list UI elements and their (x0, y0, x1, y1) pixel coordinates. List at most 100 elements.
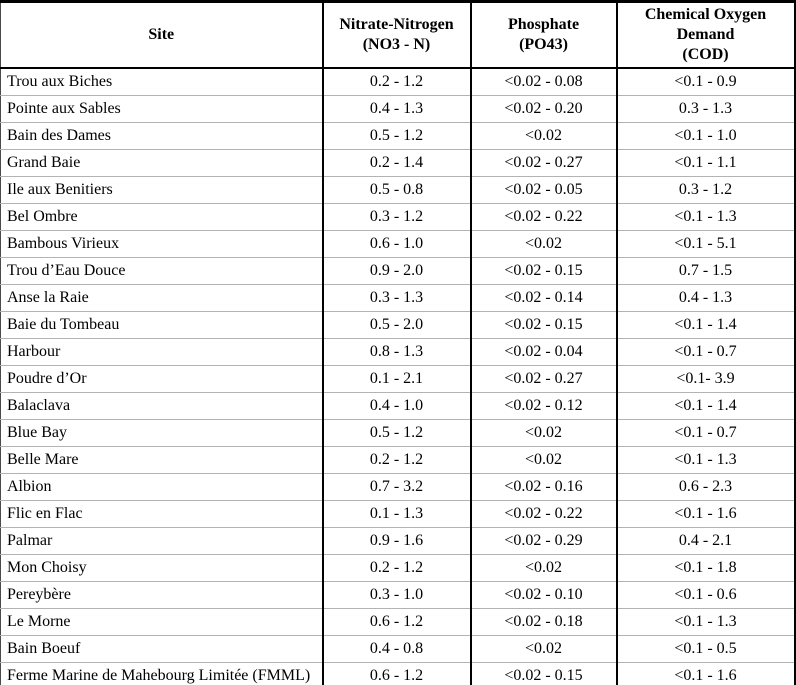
table-row: Grand Baie 0.2 - 1.4 <0.02 - 0.27 <0.1 -… (0, 149, 795, 177)
table-row: Bain Boeuf 0.4 - 0.8 <0.02 <0.1 - 0.5 (0, 635, 795, 663)
site-cell: Albion (0, 473, 323, 501)
cod-cell: <0.1 - 5.1 (615, 230, 795, 258)
nitrate-cell: 0.6 - 1.0 (321, 230, 471, 258)
phosphate-cell: <0.02 - 0.04 (469, 338, 617, 366)
phosphate-cell: <0.02 - 0.15 (469, 257, 617, 285)
phosphate-cell: <0.02 - 0.29 (469, 527, 617, 555)
table-row: Poudre d’Or 0.1 - 2.1 <0.02 - 0.27 <0.1-… (0, 365, 795, 393)
table-row: Trou aux Biches 0.2 - 1.2 <0.02 - 0.08 <… (0, 68, 795, 96)
phosphate-cell: <0.02 - 0.20 (469, 95, 617, 123)
site-cell: Harbour (0, 338, 323, 366)
table-row: Mon Choisy 0.2 - 1.2 <0.02 <0.1 - 1.8 (0, 554, 795, 582)
site-cell: Ile aux Benitiers (0, 176, 323, 204)
nitrate-cell: 0.7 - 3.2 (321, 473, 471, 501)
table-row: Bain des Dames 0.5 - 1.2 <0.02 <0.1 - 1.… (0, 122, 795, 150)
nitrate-cell: 0.9 - 2.0 (321, 257, 471, 285)
cod-cell: 0.4 - 1.3 (615, 284, 795, 312)
phosphate-cell: <0.02 (469, 419, 617, 447)
site-cell: Le Morne (0, 608, 323, 636)
nitrate-cell: 0.6 - 1.2 (321, 662, 471, 685)
phosphate-cell: <0.02 - 0.18 (469, 608, 617, 636)
site-cell: Bambous Virieux (0, 230, 323, 258)
nitrate-cell: 0.5 - 0.8 (321, 176, 471, 204)
nitrate-cell: 0.2 - 1.2 (321, 554, 471, 582)
cod-cell: <0.1 - 0.5 (615, 635, 795, 663)
table-row: Blue Bay 0.5 - 1.2 <0.02 <0.1 - 0.7 (0, 419, 795, 447)
site-cell: Mon Choisy (0, 554, 323, 582)
column-header-site: Site (0, 1, 323, 69)
table-row: Belle Mare 0.2 - 1.2 <0.02 <0.1 - 1.3 (0, 446, 795, 474)
table-row: Anse la Raie 0.3 - 1.3 <0.02 - 0.14 0.4 … (0, 284, 795, 312)
cod-cell: <0.1 - 0.6 (615, 581, 795, 609)
phosphate-cell: <0.02 (469, 554, 617, 582)
table-body: Trou aux Biches 0.2 - 1.2 <0.02 - 0.08 <… (0, 68, 795, 685)
table-row: Trou d’Eau Douce 0.9 - 2.0 <0.02 - 0.15 … (0, 257, 795, 285)
table-row: Bel Ombre 0.3 - 1.2 <0.02 - 0.22 <0.1 - … (0, 203, 795, 231)
site-cell: Belle Mare (0, 446, 323, 474)
nitrate-cell: 0.2 - 1.2 (321, 68, 471, 96)
site-cell: Poudre d’Or (0, 365, 323, 393)
table-row: Pereybère 0.3 - 1.0 <0.02 - 0.10 <0.1 - … (0, 581, 795, 609)
site-cell: Ferme Marine de Mahebourg Limitée (FMML) (0, 662, 323, 685)
site-cell: Grand Baie (0, 149, 323, 177)
table-row: Harbour 0.8 - 1.3 <0.02 - 0.04 <0.1 - 0.… (0, 338, 795, 366)
nitrate-cell: 0.1 - 1.3 (321, 500, 471, 528)
phosphate-cell: <0.02 - 0.14 (469, 284, 617, 312)
cod-cell: <0.1- 3.9 (615, 365, 795, 393)
nitrate-cell: 0.2 - 1.4 (321, 149, 471, 177)
nitrate-cell: 0.3 - 1.3 (321, 284, 471, 312)
site-cell: Pointe aux Sables (0, 95, 323, 123)
site-cell: Anse la Raie (0, 284, 323, 312)
cod-cell: <0.1 - 1.0 (615, 122, 795, 150)
column-header-phosphate: Phosphate (PO43) (469, 1, 617, 69)
cod-cell: <0.1 - 1.6 (615, 500, 795, 528)
phosphate-cell: <0.02 (469, 635, 617, 663)
nitrate-cell: 0.9 - 1.6 (321, 527, 471, 555)
site-cell: Palmar (0, 527, 323, 555)
cod-cell: <0.1 - 1.1 (615, 149, 795, 177)
nitrate-cell: 0.4 - 1.3 (321, 95, 471, 123)
cod-cell: <0.1 - 1.3 (615, 446, 795, 474)
site-cell: Flic en Flac (0, 500, 323, 528)
phosphate-cell: <0.02 (469, 230, 617, 258)
cod-cell: 0.4 - 2.1 (615, 527, 795, 555)
cod-cell: <0.1 - 0.9 (615, 68, 795, 96)
phosphate-cell: <0.02 - 0.22 (469, 500, 617, 528)
header-row: Site Nitrate-Nitrogen (NO3 - N) Phosphat… (0, 1, 795, 69)
table-row: Pointe aux Sables 0.4 - 1.3 <0.02 - 0.20… (0, 95, 795, 123)
nitrate-cell: 0.4 - 0.8 (321, 635, 471, 663)
cod-cell: <0.1 - 0.7 (615, 419, 795, 447)
phosphate-cell: <0.02 - 0.15 (469, 662, 617, 685)
phosphate-cell: <0.02 - 0.08 (469, 68, 617, 96)
table-row: Ile aux Benitiers 0.5 - 0.8 <0.02 - 0.05… (0, 176, 795, 204)
cod-cell: 0.6 - 2.3 (615, 473, 795, 501)
cod-cell: 0.3 - 1.2 (615, 176, 795, 204)
phosphate-cell: <0.02 - 0.10 (469, 581, 617, 609)
cod-cell: 0.3 - 1.3 (615, 95, 795, 123)
nitrate-cell: 0.6 - 1.2 (321, 608, 471, 636)
table-row: Bambous Virieux 0.6 - 1.0 <0.02 <0.1 - 5… (0, 230, 795, 258)
cod-cell: <0.1 - 1.4 (615, 311, 795, 339)
phosphate-cell: <0.02 - 0.22 (469, 203, 617, 231)
nitrate-cell: 0.3 - 1.2 (321, 203, 471, 231)
site-cell: Bain des Dames (0, 122, 323, 150)
phosphate-cell: <0.02 - 0.15 (469, 311, 617, 339)
column-header-nitrate-nitrogen: Nitrate-Nitrogen (NO3 - N) (321, 1, 471, 69)
nitrate-cell: 0.5 - 1.2 (321, 419, 471, 447)
table-row: Flic en Flac 0.1 - 1.3 <0.02 - 0.22 <0.1… (0, 500, 795, 528)
nitrate-cell: 0.4 - 1.0 (321, 392, 471, 420)
nitrate-cell: 0.3 - 1.0 (321, 581, 471, 609)
nitrate-cell: 0.5 - 1.2 (321, 122, 471, 150)
site-cell: Baie du Tombeau (0, 311, 323, 339)
nitrate-cell: 0.2 - 1.2 (321, 446, 471, 474)
column-header-chemical-oxygen-demand: Chemical Oxygen Demand (COD) (615, 1, 795, 69)
phosphate-cell: <0.02 (469, 122, 617, 150)
nitrate-cell: 0.8 - 1.3 (321, 338, 471, 366)
nitrate-cell: 0.1 - 2.1 (321, 365, 471, 393)
phosphate-cell: <0.02 - 0.16 (469, 473, 617, 501)
table-row: Palmar 0.9 - 1.6 <0.02 - 0.29 0.4 - 2.1 (0, 527, 795, 555)
site-cell: Trou aux Biches (0, 68, 323, 96)
cod-cell: <0.1 - 1.8 (615, 554, 795, 582)
